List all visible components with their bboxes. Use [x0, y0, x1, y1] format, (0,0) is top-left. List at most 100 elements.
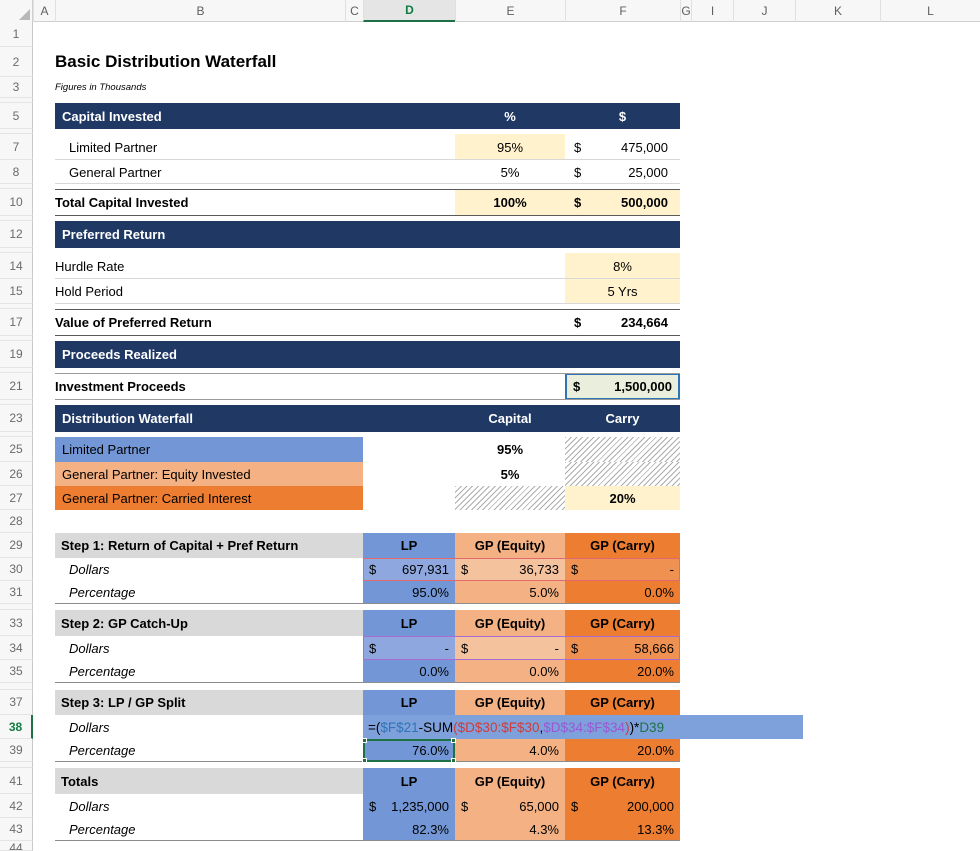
step3-lp-header[interactable]: LP	[363, 690, 455, 715]
totals-gp-equity-pct-cell[interactable]: 4.3%	[455, 818, 565, 841]
select-all-corner[interactable]	[0, 0, 33, 22]
step2-gp-equity-dollars-cell[interactable]: $ -	[455, 636, 565, 660]
row-header-25[interactable]: 25	[0, 437, 33, 462]
totals-dollars-label[interactable]: Dollars	[69, 798, 110, 814]
step2-gp-carry-dollars-cell[interactable]: $ 58,666	[565, 636, 680, 660]
waterfall-gp-carry-capital-na-cell[interactable]	[455, 486, 565, 510]
row-header-38-active[interactable]: 38	[0, 715, 33, 739]
step1-lp-dollars-cell[interactable]: $ 697,931	[363, 558, 455, 581]
value-preferred-return-cell[interactable]: $ 234,664	[565, 309, 680, 336]
limited-partner-label[interactable]: Limited Partner	[69, 139, 158, 155]
row-header-16[interactable]	[0, 304, 33, 309]
step3-dollars-label[interactable]: Dollars	[69, 719, 110, 735]
usd-column-header[interactable]: $	[618, 108, 627, 124]
row-header-6[interactable]	[0, 129, 33, 134]
row-header-17[interactable]: 17	[0, 309, 33, 336]
row-header-19[interactable]: 19	[0, 341, 33, 368]
investment-proceeds-input-cell[interactable]: $ 1,500,000	[565, 373, 680, 400]
totals-gp-equity-header[interactable]: GP (Equity)	[455, 768, 565, 794]
carry-column-header[interactable]: Carry	[605, 411, 640, 426]
row-header-33[interactable]: 33	[0, 610, 33, 636]
row-header-12[interactable]: 12	[0, 221, 33, 248]
col-header-I[interactable]: I	[691, 0, 733, 22]
step1-lp-header[interactable]: LP	[363, 533, 455, 558]
step1-gp-equity-dollars-cell[interactable]: $ 36,733	[455, 558, 565, 581]
col-header-E[interactable]: E	[455, 0, 565, 22]
section-header-proceeds-realized[interactable]: Proceeds Realized	[55, 341, 680, 368]
row-header-22[interactable]	[0, 400, 33, 405]
step1-dollars-label[interactable]: Dollars	[69, 562, 110, 577]
row-header-29[interactable]: 29	[0, 533, 33, 558]
row-header-21[interactable]: 21	[0, 373, 33, 400]
row-header-30[interactable]: 30	[0, 558, 33, 581]
formula-edit-cell[interactable]: =($F$21 -SUM($D$30:$F$30, $D$34:$F$34))* D3…	[363, 715, 803, 739]
step3-gp-carry-pct-cell[interactable]: 20.0%	[565, 739, 680, 762]
row-header-27[interactable]: 27	[0, 486, 33, 510]
row-header-18[interactable]	[0, 336, 33, 341]
step2-gp-equity-pct-cell[interactable]: 0.0%	[455, 660, 565, 683]
row-header-23[interactable]: 23	[0, 405, 33, 432]
section-header-capital-invested[interactable]: Capital Invested	[55, 103, 680, 129]
step2-title[interactable]: Step 2: GP Catch-Up	[55, 610, 363, 636]
row-header-15[interactable]: 15	[0, 279, 33, 304]
waterfall-gp-carry-cell[interactable]: 20%	[565, 486, 680, 510]
row-header-37[interactable]: 37	[0, 690, 33, 715]
hurdle-rate-label[interactable]: Hurdle Rate	[55, 258, 125, 274]
row-header-5[interactable]: 5	[0, 103, 33, 129]
row-header-14[interactable]: 14	[0, 253, 33, 279]
totals-lp-pct-cell[interactable]: 82.3%	[363, 818, 455, 841]
step3-gp-equity-pct-cell[interactable]: 4.0%	[455, 739, 565, 762]
waterfall-gp-equity-capital-cell[interactable]: 5%	[500, 466, 520, 482]
total-capital-usd-cell[interactable]: $ 500,000	[565, 189, 680, 216]
totals-gp-equity-dollars-cell[interactable]: $ 65,000	[455, 794, 565, 818]
col-header-L[interactable]: L	[880, 0, 980, 22]
step1-gp-equity-pct-cell[interactable]: 5.0%	[455, 581, 565, 604]
step2-gp-carry-header[interactable]: GP (Carry)	[565, 610, 680, 636]
row-header-24[interactable]	[0, 432, 33, 437]
row-header-36[interactable]	[0, 683, 33, 690]
hold-period-label[interactable]: Hold Period	[55, 284, 123, 299]
row-header-35[interactable]: 35	[0, 660, 33, 683]
lp-capital-usd-cell[interactable]: $ 475,000	[565, 134, 680, 160]
pct-column-header[interactable]: %	[504, 108, 516, 124]
col-header-J[interactable]: J	[733, 0, 795, 22]
row-header-20[interactable]	[0, 368, 33, 373]
total-capital-label[interactable]: Total Capital Invested	[55, 195, 189, 210]
step1-gp-carry-header[interactable]: GP (Carry)	[565, 533, 680, 558]
investment-proceeds-label[interactable]: Investment Proceeds	[55, 379, 186, 394]
lp-capital-pct-cell[interactable]: 95%	[455, 134, 565, 160]
row-header-11[interactable]	[0, 216, 33, 221]
col-header-F[interactable]: F	[565, 0, 680, 22]
section-header-preferred-return[interactable]: Preferred Return	[55, 221, 680, 248]
step1-gp-equity-header[interactable]: GP (Equity)	[455, 533, 565, 558]
waterfall-lp-capital-cell[interactable]: 95%	[496, 442, 524, 457]
hold-period-cell[interactable]: 5 Yrs	[565, 279, 680, 304]
col-header-A[interactable]: A	[33, 0, 55, 22]
waterfall-lp-carry-na-cell[interactable]	[565, 437, 680, 462]
waterfall-gp-carry-label[interactable]: General Partner: Carried Interest	[55, 486, 363, 510]
capital-column-header[interactable]: Capital	[488, 411, 532, 426]
row-header-4[interactable]	[0, 98, 33, 103]
gp-capital-pct-cell[interactable]: 5%	[500, 164, 520, 180]
col-header-K[interactable]: K	[795, 0, 880, 22]
row-header-13[interactable]	[0, 248, 33, 253]
col-header-C[interactable]: C	[345, 0, 363, 22]
step2-dollars-label[interactable]: Dollars	[69, 640, 110, 656]
row-header-42[interactable]: 42	[0, 794, 33, 818]
waterfall-gp-equity-label[interactable]: General Partner: Equity Invested	[55, 462, 363, 486]
sheet-subtitle[interactable]: Figures in Thousands	[55, 82, 147, 93]
col-header-G[interactable]: G	[680, 0, 691, 22]
totals-gp-carry-header[interactable]: GP (Carry)	[565, 768, 680, 794]
step3-title[interactable]: Step 3: LP / GP Split	[55, 690, 363, 715]
waterfall-gp-equity-carry-na-cell[interactable]	[565, 462, 680, 486]
row-header-1[interactable]: 1	[0, 22, 33, 47]
hurdle-rate-cell[interactable]: 8%	[565, 253, 680, 279]
totals-lp-dollars-cell[interactable]: $ 1,235,000	[363, 794, 455, 818]
step3-lp-pct-cell[interactable]: 76.0%	[363, 739, 455, 762]
row-header-40[interactable]	[0, 762, 33, 768]
general-partner-label[interactable]: General Partner	[69, 164, 162, 180]
step1-percentage-label[interactable]: Percentage	[69, 585, 136, 600]
row-header-9[interactable]	[0, 184, 33, 189]
total-capital-pct-cell[interactable]: 100%	[455, 189, 565, 216]
value-preferred-return-label[interactable]: Value of Preferred Return	[55, 315, 212, 330]
